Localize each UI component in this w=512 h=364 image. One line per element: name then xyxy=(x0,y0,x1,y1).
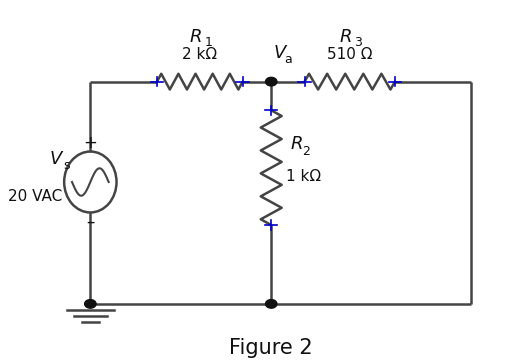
Text: 510 Ω: 510 Ω xyxy=(327,47,373,62)
Text: 3: 3 xyxy=(354,36,362,50)
Text: +: + xyxy=(83,134,97,151)
Circle shape xyxy=(84,300,96,308)
Circle shape xyxy=(266,77,277,86)
Text: R: R xyxy=(339,28,352,46)
Text: V: V xyxy=(49,150,62,168)
Text: 1: 1 xyxy=(204,36,212,50)
Text: V: V xyxy=(273,44,286,62)
Text: a: a xyxy=(285,52,292,66)
Text: –: – xyxy=(86,213,95,230)
Text: 1 kΩ: 1 kΩ xyxy=(286,170,322,185)
Text: 20 VAC: 20 VAC xyxy=(8,189,62,204)
Text: 2: 2 xyxy=(302,145,310,158)
Text: R: R xyxy=(290,135,303,153)
Text: Figure 2: Figure 2 xyxy=(229,338,313,358)
Text: R: R xyxy=(190,28,202,46)
Text: s: s xyxy=(63,159,70,172)
Text: 2 kΩ: 2 kΩ xyxy=(182,47,218,62)
Circle shape xyxy=(266,300,277,308)
